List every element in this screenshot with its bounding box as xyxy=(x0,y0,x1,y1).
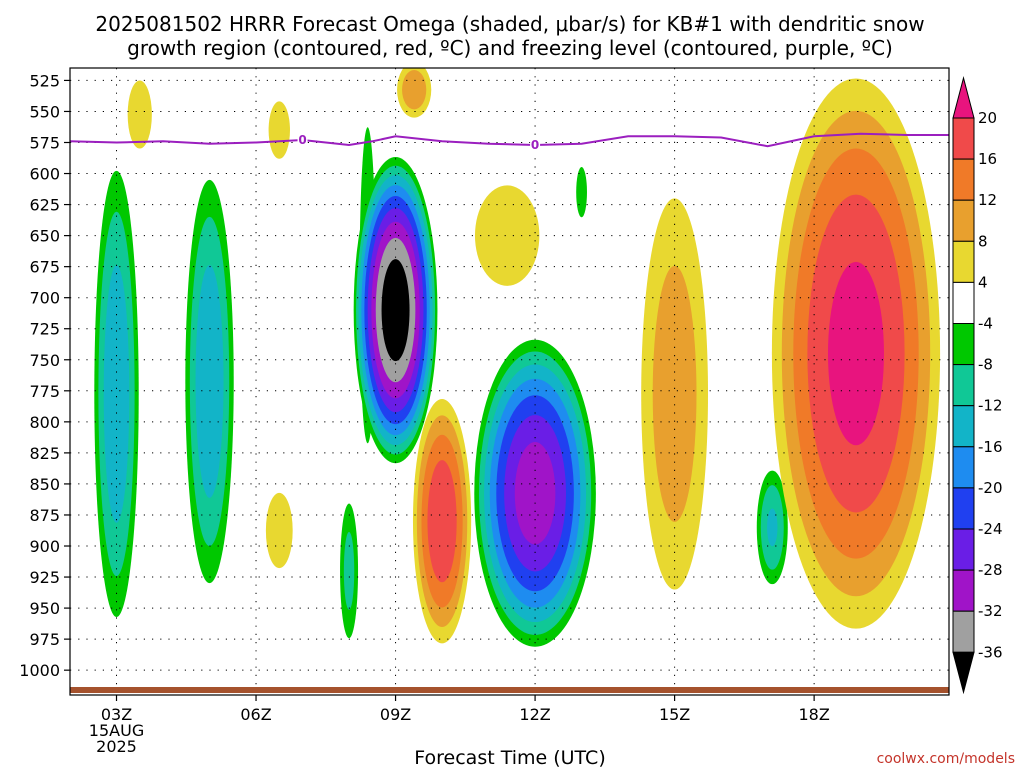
omega-high-9-band xyxy=(268,101,290,159)
credit-text: coolwx.com/models xyxy=(877,751,1015,767)
omega-low-0-band xyxy=(103,265,130,523)
colorbar-band xyxy=(952,610,975,653)
y-tick-label: 625 xyxy=(29,196,60,215)
y-tick-label: 600 xyxy=(29,165,60,184)
colorbar-tick-label: 4 xyxy=(978,273,988,291)
colorbar-tick-label: -12 xyxy=(978,397,1003,415)
y-axis: 525 550 575 600 625 650 675 700 725 750 775 800 825 8… xyxy=(19,71,70,680)
colorbar-tick-label: 20 xyxy=(978,109,997,127)
omega-high-13-band xyxy=(427,460,457,583)
omega-low-7-band xyxy=(767,508,778,547)
y-tick-label: 550 xyxy=(29,102,60,121)
y-tick-label: 975 xyxy=(29,630,60,649)
omega-high-8-band xyxy=(127,80,152,149)
colorbar-tick-label: -20 xyxy=(978,479,1003,497)
omega-low-6-band xyxy=(576,167,587,218)
colorbar-band xyxy=(952,569,975,612)
omega-low-1-band xyxy=(195,265,224,498)
omega-shading xyxy=(94,68,941,647)
y-tick-label: 525 xyxy=(29,71,60,90)
colorbar-band xyxy=(952,240,975,283)
colorbar-tick-label: -24 xyxy=(978,520,1003,538)
x-axis-label: Forecast Time (UTC) xyxy=(414,747,605,768)
colorbar-band xyxy=(952,199,975,242)
freezing-level-line xyxy=(70,132,949,148)
colorbar-tick-label: 8 xyxy=(978,232,988,250)
freezing-level-label: 0 xyxy=(531,138,539,152)
ground-strip xyxy=(70,687,949,693)
y-tick-label: 825 xyxy=(29,444,60,463)
chart-title-line-2: growth region (contoured, red, ºC) and f… xyxy=(127,36,893,60)
colorbar-tick-label: -16 xyxy=(978,438,1003,456)
y-tick-label: 800 xyxy=(29,413,60,432)
colorbar: 20 16 12 8 4 -4 -8 -12 -16 -20 -24 -28 -32 -36 xyxy=(952,76,1003,695)
colorbar-tick-label: -4 xyxy=(978,315,993,333)
omega-high-11-band xyxy=(474,185,540,286)
x-tick-label: 12Z xyxy=(519,705,550,724)
colorbar-tick-label: -28 xyxy=(978,561,1003,579)
colorbar-tick-label: -36 xyxy=(978,643,1003,661)
omega-low-5-band xyxy=(514,442,556,545)
y-tick-label: 675 xyxy=(29,258,60,277)
y-tick-label: 900 xyxy=(29,537,60,556)
y-tick-label: 650 xyxy=(29,227,60,246)
y-tick-label: 775 xyxy=(29,382,60,401)
colorbar-band xyxy=(952,158,975,201)
x-tick-label: 18Z xyxy=(798,705,829,724)
omega-high-12-band xyxy=(265,492,293,569)
colorbar-band xyxy=(952,364,975,407)
x-tick-label: 15Z xyxy=(659,705,690,724)
colorbar-bottom-arrow xyxy=(952,651,975,695)
freezing-level-label-bg xyxy=(297,133,308,148)
colorbar-band xyxy=(952,487,975,530)
colorbar-band xyxy=(952,405,975,448)
x-tick-date-label: 2025 xyxy=(96,737,137,756)
omega-low-4-band xyxy=(343,531,355,610)
y-tick-label: 925 xyxy=(29,568,60,587)
colorbar-band xyxy=(952,117,975,160)
omega-low-3-band xyxy=(381,259,410,362)
colorbar-top-arrow xyxy=(952,76,975,119)
colorbar-tick-label: 16 xyxy=(978,150,997,168)
freezing-level-label: 0 xyxy=(298,133,306,147)
x-tick-date-label: 15AUG xyxy=(89,721,144,740)
chart-title-line-1: 2025081502 HRRR Forecast Omega (shaded, … xyxy=(95,12,924,36)
y-tick-label: 875 xyxy=(29,506,60,525)
colorbar-tick-label: -32 xyxy=(978,602,1003,620)
colorbar-tick-label: 12 xyxy=(978,191,997,209)
omega-high-10-band xyxy=(402,70,427,110)
omega-high-15-band xyxy=(827,261,884,446)
colorbar-band xyxy=(952,528,975,571)
x-tick-label: 09Z xyxy=(380,705,411,724)
y-tick-label: 575 xyxy=(29,133,60,152)
y-tick-label: 850 xyxy=(29,475,60,494)
y-tick-label: 725 xyxy=(29,320,60,339)
y-tick-label: 1000 xyxy=(19,661,60,680)
colorbar-band xyxy=(952,281,975,324)
colorbar-band xyxy=(952,446,975,489)
colorbar-tick-label: -8 xyxy=(978,356,993,374)
y-tick-label: 750 xyxy=(29,351,60,370)
x-tick-label: 06Z xyxy=(240,705,271,724)
y-tick-label: 700 xyxy=(29,289,60,308)
y-tick-label: 950 xyxy=(29,599,60,618)
plot-frame xyxy=(69,67,950,696)
x-tick-label: 03Z xyxy=(101,705,132,724)
omega-high-14-band xyxy=(652,265,697,523)
colorbar-band xyxy=(952,323,975,366)
freezing-level-label-bg xyxy=(530,137,541,152)
